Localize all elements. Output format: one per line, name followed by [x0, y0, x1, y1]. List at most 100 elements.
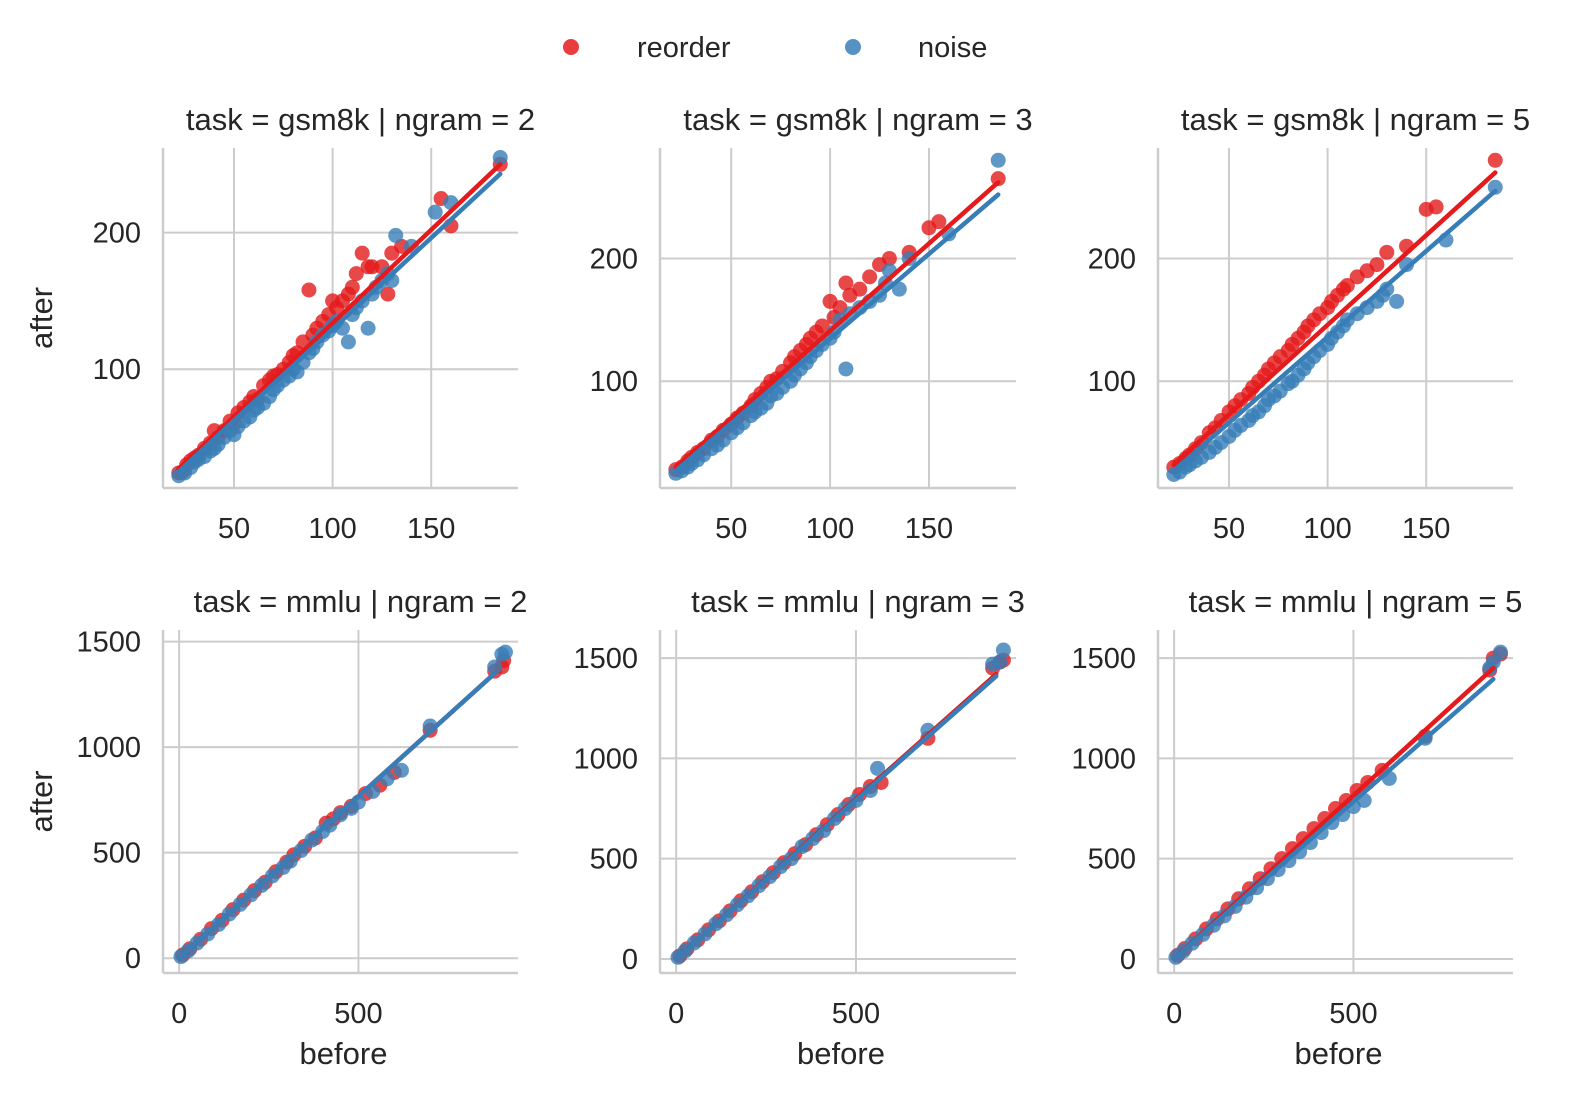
y-tick-label: 200 [590, 243, 638, 275]
scatter-point-noise [995, 642, 1011, 658]
scatter-point-reorder [1339, 277, 1355, 293]
scatter-point-noise [838, 361, 854, 377]
y-tick-label: 500 [1088, 844, 1136, 876]
scatter-point-noise [990, 152, 1006, 168]
y-tick-label: 500 [590, 844, 638, 876]
y-tick-label: 100 [590, 366, 638, 398]
scatter-point-reorder [852, 281, 868, 297]
regression-line-noise [1171, 188, 1498, 474]
y-tick-label: 1000 [573, 743, 638, 775]
regression-line-reorder [1171, 170, 1498, 467]
y-tick-label: 100 [1088, 366, 1136, 398]
x-tick-label: 500 [1329, 998, 1377, 1030]
x-tick-label: 50 [1213, 513, 1245, 545]
legend-label-noise: noise [918, 32, 987, 64]
y-tick-label: 0 [125, 943, 141, 975]
legend-marker-reorder [563, 39, 579, 55]
panel-title: task = mmlu | ngram = 2 [194, 584, 528, 619]
scatter-point-reorder [814, 318, 830, 334]
scatter-point-reorder [838, 275, 854, 291]
y-tick-label: 500 [93, 838, 141, 870]
panel-1: 50 100 150 100 200 task = gsm8k | ngram = 2 af… [24, 102, 535, 545]
scatter-point-reorder [301, 282, 317, 298]
scatter-point-reorder [1428, 199, 1444, 215]
panel-2: 50 100 150 100 200 task = gsm8k | ngram = 3 [590, 102, 1033, 545]
y-tick-label: 1500 [76, 627, 141, 659]
scatter-point-noise [497, 644, 513, 660]
panel-title: task = mmlu | ngram = 5 [1189, 584, 1523, 619]
x-tick-label: 150 [905, 513, 953, 545]
scatter-point-noise [1399, 257, 1414, 273]
y-tick-label: 1500 [573, 643, 638, 675]
scatter-point-noise [393, 762, 409, 778]
scatter-point-noise [1389, 293, 1405, 309]
y-tick-label: 1000 [76, 732, 141, 764]
panel-title: task = gsm8k | ngram = 2 [186, 102, 535, 137]
regression-line-noise [1171, 676, 1496, 962]
x-tick-label: 500 [832, 998, 880, 1030]
x-axis-label: before [300, 1036, 388, 1071]
scatter-point-reorder [1369, 257, 1385, 273]
y-axis-label: after [24, 770, 59, 832]
y-tick-label: 200 [93, 218, 141, 250]
panel-5: 0 500 0 500 1000 1500 task = mmlu | ngram = 3 b… [573, 584, 1024, 1071]
scatter-point-noise [360, 320, 376, 336]
y-tick-label: 100 [93, 354, 141, 386]
y-axis-label: after [24, 287, 59, 349]
scatter-point-noise [1487, 179, 1503, 195]
scatter-point-noise [388, 227, 404, 243]
scatter-point-noise [992, 654, 1008, 670]
panel-title: task = mmlu | ngram = 3 [691, 584, 1025, 619]
panel-3: 50 100 150 100 200 task = gsm8k | ngram = 5 [1088, 102, 1531, 545]
scatter-point-reorder [931, 214, 947, 230]
scatter-point-reorder [380, 286, 396, 302]
scatter-point-reorder [354, 245, 370, 261]
x-tick-label: 500 [334, 998, 382, 1030]
x-tick-label: 50 [715, 513, 747, 545]
y-tick-label: 0 [622, 944, 638, 976]
regression-line-noise [176, 171, 503, 474]
x-axis-label: before [1295, 1036, 1383, 1071]
legend-marker-noise [845, 39, 861, 55]
scatter-point-reorder [348, 266, 364, 282]
scatter-point-reorder [1487, 152, 1503, 168]
x-tick-label: 100 [806, 513, 854, 545]
scatter-point-noise [1379, 281, 1395, 297]
scatter-point-reorder [990, 171, 1006, 187]
x-tick-label: 100 [1303, 513, 1351, 545]
x-tick-label: 0 [668, 998, 684, 1030]
x-tick-label: 150 [407, 513, 455, 545]
y-tick-label: 1500 [1071, 643, 1136, 675]
scatter-point-reorder [862, 269, 878, 285]
panels: 50 100 150 100 200 task = gsm8k | ngram = 2 af… [24, 102, 1530, 1071]
x-tick-label: 50 [218, 513, 250, 545]
x-tick-label: 0 [1166, 998, 1182, 1030]
panel-4: 0 500 0 500 1000 1500 task = mmlu | ngram = 2 b… [24, 584, 527, 1071]
regression-line-reorder [176, 162, 503, 472]
legend-label-reorder: reorder [637, 32, 731, 64]
panel-title: task = gsm8k | ngram = 5 [1181, 102, 1530, 137]
regression-line-reorder [673, 180, 1001, 470]
x-tick-label: 150 [1402, 513, 1450, 545]
legend: reorder noise [563, 32, 987, 64]
y-tick-label: 1000 [1071, 743, 1136, 775]
series-noise [1166, 179, 1503, 482]
x-axis-label: before [797, 1036, 885, 1071]
scatter-point-reorder [344, 279, 360, 295]
panel-6: 0 500 0 500 1000 1500 task = mmlu | ngram = 5 b… [1071, 584, 1522, 1071]
scatter-point-noise [487, 659, 503, 675]
scatter-point-reorder [881, 250, 897, 266]
scatter-point-noise [1492, 644, 1508, 660]
panel-title: task = gsm8k | ngram = 3 [683, 102, 1032, 137]
scatter-point-noise [340, 334, 356, 350]
regression-line-noise [673, 192, 1001, 474]
scatter-point-reorder [1379, 244, 1395, 260]
scatter-point-noise [427, 204, 443, 220]
scatter-point-noise [492, 150, 508, 166]
x-tick-label: 0 [171, 998, 187, 1030]
regression-line-noise [176, 671, 497, 961]
y-tick-label: 0 [1120, 944, 1136, 976]
x-tick-label: 100 [308, 513, 356, 545]
y-tick-label: 200 [1088, 243, 1136, 275]
